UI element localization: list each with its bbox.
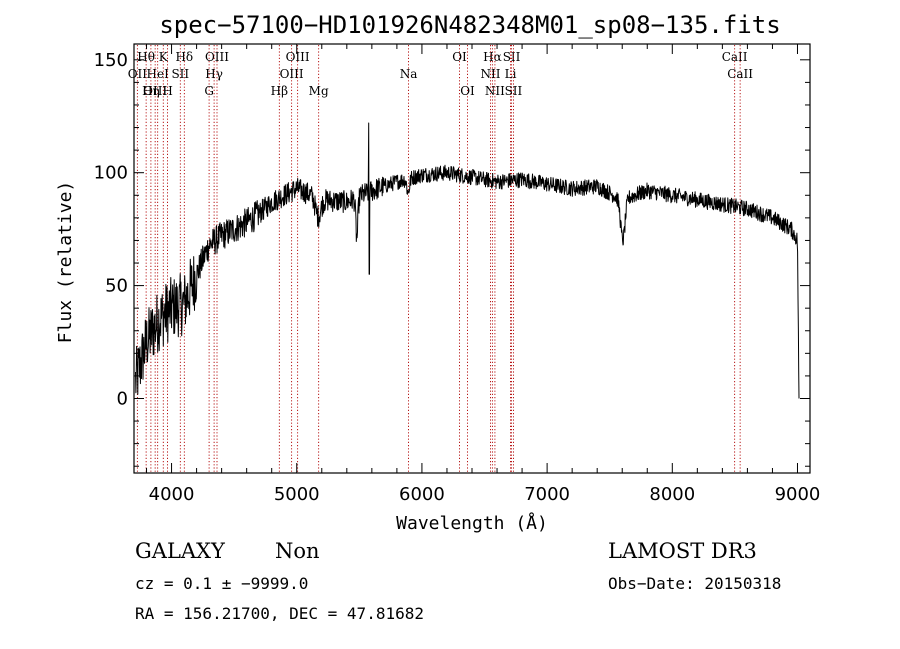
emission-line-label: Hθ	[137, 50, 155, 64]
redshift-line: cz = 0.1 ± −9999.0	[135, 574, 308, 593]
emission-line-label: NII	[481, 67, 501, 81]
y-tick-label: 50	[105, 276, 128, 297]
emission-line-label: OIII	[286, 50, 310, 64]
emission-line-label: Mg	[309, 84, 329, 98]
coordinates-line: RA = 156.21700, DEC = 47.81682	[135, 604, 424, 623]
y-tick-label: 0	[117, 388, 128, 409]
emission-line-label: Hα	[483, 50, 502, 64]
emission-line-label: CaII	[722, 50, 748, 64]
emission-line-label: CaII	[727, 67, 753, 81]
emission-line-label: OIII	[280, 67, 304, 81]
emission-line-label: OI	[452, 50, 467, 64]
spectrum-line	[135, 122, 800, 399]
x-tick-label: 8000	[649, 484, 695, 505]
emission-line-label: G	[204, 84, 214, 98]
x-tick-label: 4000	[149, 484, 195, 505]
emission-line-label: H	[162, 84, 172, 98]
emission-line-label: NII	[485, 84, 505, 98]
y-axis-label: Flux (relative)	[55, 181, 76, 344]
emission-line-label: OIII	[205, 50, 229, 64]
survey-name: LAMOST DR3	[608, 539, 757, 563]
obs-date-line: Obs−Date: 20150318	[608, 574, 781, 593]
x-tick-label: 9000	[775, 484, 821, 505]
emission-line-label: K	[159, 50, 169, 64]
x-tick-label: 6000	[399, 484, 445, 505]
x-tick-label: 5000	[274, 484, 320, 505]
chart-title: spec−57100−HD101926N482348M01_sp08−135.f…	[159, 11, 780, 39]
y-tick-label: 100	[94, 163, 128, 184]
emission-line-label: HeI	[147, 67, 170, 81]
emission-line-label: SII	[171, 67, 189, 81]
spectrum-layer	[135, 122, 800, 399]
emission-line-label: OI	[460, 84, 475, 98]
emission-line-label: Hη	[142, 84, 160, 98]
emission-line-label: Hδ	[175, 50, 193, 64]
axis-ticks: 4000 5000 6000 7000 8000 9000 0 50 100 150	[94, 44, 821, 505]
x-axis-label: Wavelength (Å)	[396, 512, 548, 534]
emission-line-label: SII	[505, 84, 523, 98]
emission-line-label: Hγ	[205, 67, 223, 81]
emission-line-label: Li	[505, 67, 517, 81]
object-class: GALAXY	[135, 539, 226, 563]
emission-line-label: Na	[400, 67, 418, 81]
x-tick-label: 7000	[524, 484, 570, 505]
object-subclass: Non	[275, 539, 320, 563]
emission-line-label: Hβ	[271, 84, 288, 98]
y-tick-label: 150	[94, 50, 128, 71]
emission-line-label: OII	[128, 67, 148, 81]
emission-line-label: OIII	[143, 84, 167, 98]
plot-frame	[133, 43, 811, 474]
emission-line-label: SII	[503, 50, 521, 64]
